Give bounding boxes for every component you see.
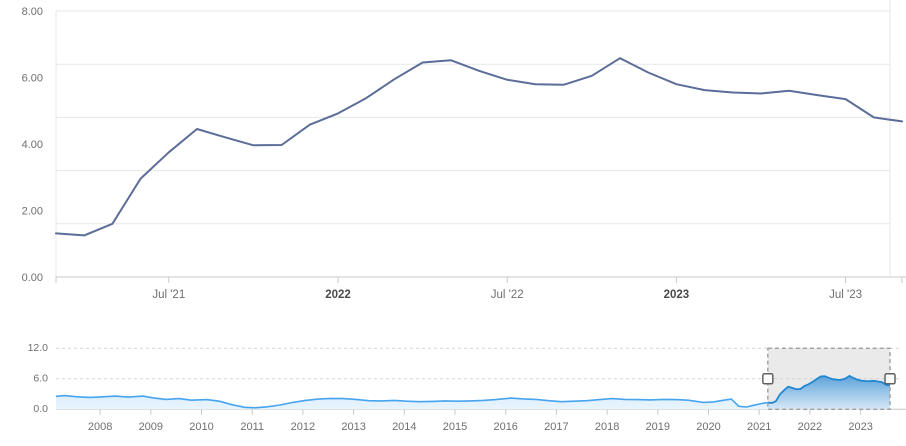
nav-x-axis-label: 2021 (747, 421, 771, 433)
main-plot-area[interactable] (56, 11, 902, 277)
nav-x-axis-label: 2017 (544, 421, 568, 433)
navigator-chart: 12.0 6.0 0.0 2008 2009 2010 2011 2012 2013 2014 20… (28, 342, 906, 433)
main-y-axis-label: 0.00 (22, 272, 43, 284)
navigator-handle-left[interactable] (762, 373, 774, 385)
nav-x-axis-label: 2010 (189, 421, 213, 433)
nav-x-axis-label: 2023 (848, 421, 872, 433)
nav-x-axis-label: 2016 (493, 421, 517, 433)
nav-x-axis-label: 2008 (88, 421, 112, 433)
nav-y-axis-label: 12.0 (28, 342, 49, 354)
main-y-axis-label: 4.00 (22, 139, 43, 151)
nav-area-dark (767, 375, 890, 410)
nav-x-axis-label: 2015 (443, 421, 467, 433)
nav-y-axis-label: 0.0 (33, 403, 48, 415)
main-y-axis-label: 2.00 (22, 206, 43, 218)
nav-area-light (56, 375, 890, 410)
main-x-axis-label: 2023 (664, 289, 690, 301)
main-y-axis-label: 6.00 (22, 73, 43, 85)
nav-selected-series (767, 374, 891, 410)
nav-x-axis-label: 2013 (341, 421, 365, 433)
nav-x-axis-label: 2018 (595, 421, 619, 433)
nav-x-axis-label: 2011 (240, 421, 264, 433)
main-x-axis-label: 2022 (325, 289, 351, 301)
nav-x-axis-label: 2014 (392, 421, 416, 433)
main-x-axis-label: Jul '23 (829, 289, 862, 301)
nav-y-axis-label: 6.0 (33, 372, 48, 384)
main-x-axis-label: Jul '22 (491, 289, 524, 301)
main-x-axis-label: Jul '21 (152, 289, 185, 301)
nav-x-axis-label: 2022 (798, 421, 822, 433)
nav-x-axis-label: 2012 (291, 421, 315, 433)
nav-x-axis-label: 2019 (646, 421, 670, 433)
main-series-line[interactable] (55, 57, 903, 237)
main-y-axis-label: 8.00 (22, 6, 43, 18)
main-chart: 8.00 6.00 4.00 2.00 0.00 Jul '21 2022 Jul '22 20… (22, 0, 906, 301)
nav-line-dark (767, 374, 891, 404)
nav-x-axis-label: 2020 (696, 421, 720, 433)
navigator-handle-right[interactable] (884, 373, 896, 385)
nav-x-axis-label: 2009 (139, 421, 163, 433)
